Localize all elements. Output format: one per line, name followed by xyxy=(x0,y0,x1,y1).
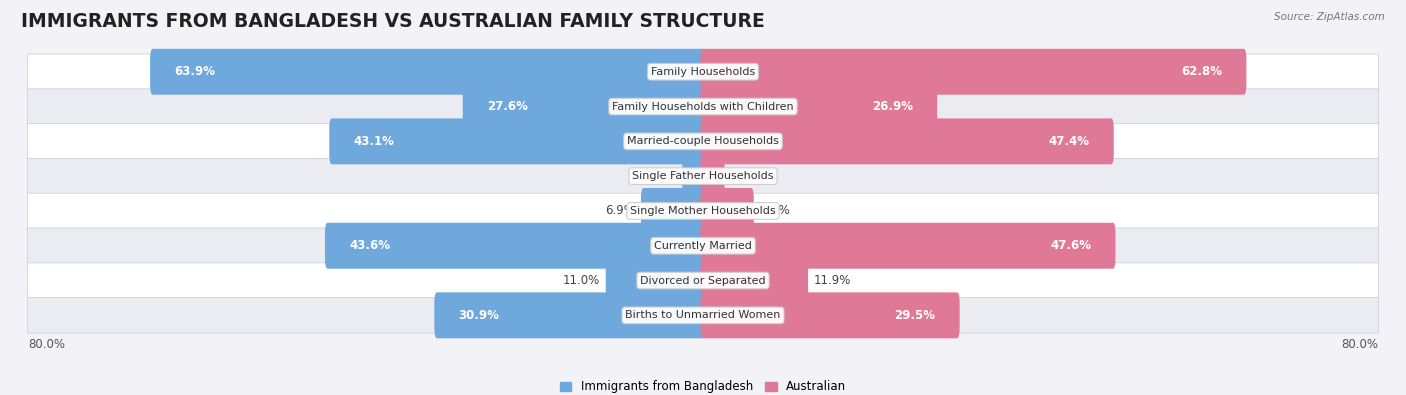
Text: 63.9%: 63.9% xyxy=(174,65,215,78)
FancyBboxPatch shape xyxy=(28,54,1378,90)
Text: Divorced or Separated: Divorced or Separated xyxy=(640,276,766,286)
FancyBboxPatch shape xyxy=(28,124,1378,159)
Text: Family Households with Children: Family Households with Children xyxy=(612,102,794,111)
Text: 6.9%: 6.9% xyxy=(605,205,636,218)
FancyBboxPatch shape xyxy=(606,258,706,303)
FancyBboxPatch shape xyxy=(641,188,706,234)
Text: Single Mother Households: Single Mother Households xyxy=(630,206,776,216)
Text: 47.4%: 47.4% xyxy=(1049,135,1090,148)
Text: Births to Unmarried Women: Births to Unmarried Women xyxy=(626,310,780,320)
Text: Family Households: Family Households xyxy=(651,67,755,77)
FancyBboxPatch shape xyxy=(28,297,1378,333)
Text: 2.1%: 2.1% xyxy=(647,169,676,182)
Text: 43.6%: 43.6% xyxy=(349,239,389,252)
FancyBboxPatch shape xyxy=(150,49,706,95)
Text: Married-couple Households: Married-couple Households xyxy=(627,136,779,147)
FancyBboxPatch shape xyxy=(28,263,1378,298)
Text: Single Father Households: Single Father Households xyxy=(633,171,773,181)
FancyBboxPatch shape xyxy=(700,49,1246,95)
FancyBboxPatch shape xyxy=(700,188,754,234)
Text: 11.9%: 11.9% xyxy=(814,274,852,287)
FancyBboxPatch shape xyxy=(700,153,724,199)
FancyBboxPatch shape xyxy=(682,153,706,199)
Text: 30.9%: 30.9% xyxy=(458,309,499,322)
Text: 29.5%: 29.5% xyxy=(894,309,935,322)
FancyBboxPatch shape xyxy=(700,223,1115,269)
FancyBboxPatch shape xyxy=(434,292,706,338)
FancyBboxPatch shape xyxy=(28,89,1378,124)
FancyBboxPatch shape xyxy=(463,84,706,130)
FancyBboxPatch shape xyxy=(325,223,706,269)
Text: IMMIGRANTS FROM BANGLADESH VS AUSTRALIAN FAMILY STRUCTURE: IMMIGRANTS FROM BANGLADESH VS AUSTRALIAN… xyxy=(21,12,765,31)
FancyBboxPatch shape xyxy=(28,228,1378,263)
Legend: Immigrants from Bangladesh, Australian: Immigrants from Bangladesh, Australian xyxy=(555,376,851,395)
Text: 62.8%: 62.8% xyxy=(1181,65,1222,78)
FancyBboxPatch shape xyxy=(700,292,960,338)
Text: 2.2%: 2.2% xyxy=(731,169,761,182)
FancyBboxPatch shape xyxy=(28,158,1378,194)
Text: 5.6%: 5.6% xyxy=(759,205,790,218)
Text: 47.6%: 47.6% xyxy=(1050,239,1091,252)
Text: Currently Married: Currently Married xyxy=(654,241,752,251)
FancyBboxPatch shape xyxy=(28,193,1378,229)
Text: 11.0%: 11.0% xyxy=(562,274,599,287)
Text: 26.9%: 26.9% xyxy=(872,100,912,113)
FancyBboxPatch shape xyxy=(700,118,1114,164)
Text: 80.0%: 80.0% xyxy=(28,338,65,351)
Text: 27.6%: 27.6% xyxy=(486,100,527,113)
FancyBboxPatch shape xyxy=(329,118,706,164)
Text: 43.1%: 43.1% xyxy=(353,135,394,148)
Text: 80.0%: 80.0% xyxy=(1341,338,1378,351)
FancyBboxPatch shape xyxy=(700,258,808,303)
FancyBboxPatch shape xyxy=(700,84,938,130)
Text: Source: ZipAtlas.com: Source: ZipAtlas.com xyxy=(1274,12,1385,22)
